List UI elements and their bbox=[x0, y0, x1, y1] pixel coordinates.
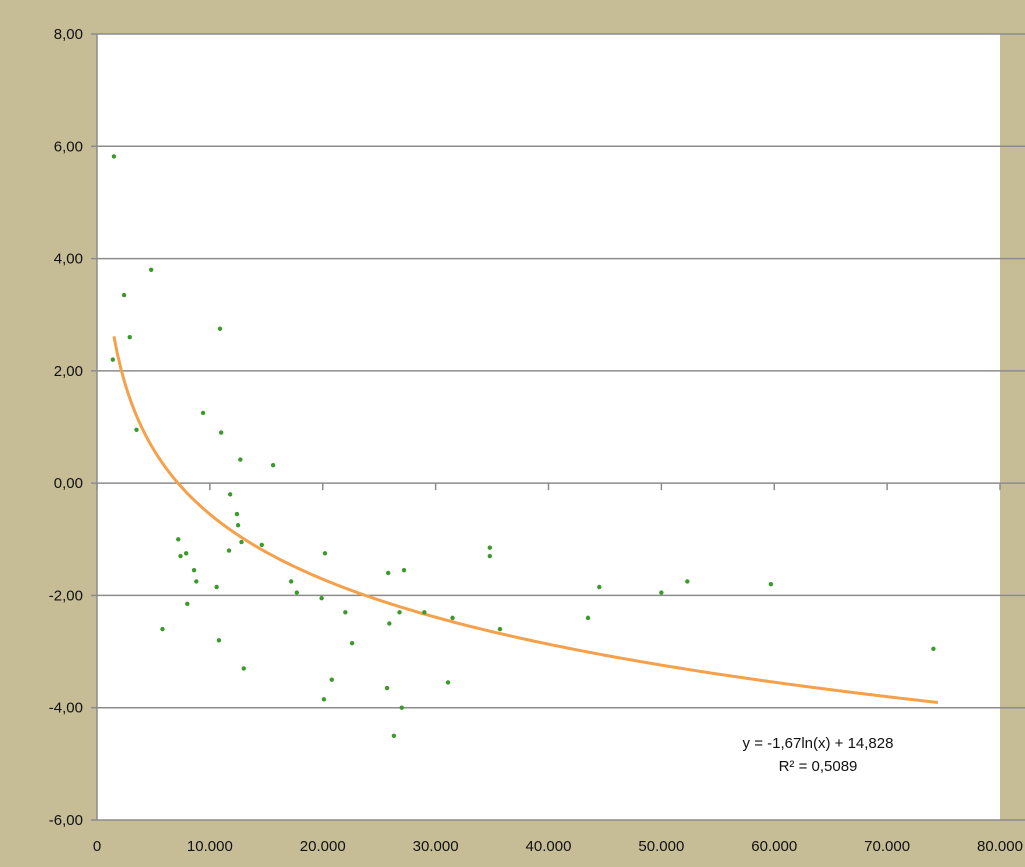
gridlines bbox=[97, 33, 1025, 821]
y-tick-label: 8,00 bbox=[54, 26, 83, 43]
data-point bbox=[227, 492, 233, 497]
data-point bbox=[259, 542, 264, 548]
data-point bbox=[321, 697, 327, 702]
data-point bbox=[127, 334, 132, 340]
data-point bbox=[384, 685, 390, 691]
data-point bbox=[239, 539, 244, 545]
data-point bbox=[288, 579, 294, 584]
data-points bbox=[110, 154, 936, 738]
data-point bbox=[110, 357, 116, 362]
x-tick-label: 20.000 bbox=[300, 838, 346, 855]
data-point bbox=[401, 567, 407, 573]
r-squared-label: R² = 0,5089 bbox=[779, 758, 858, 775]
x-tick-label: 30.000 bbox=[413, 838, 459, 855]
data-point bbox=[399, 705, 404, 710]
x-tick-label: 60.000 bbox=[751, 838, 797, 855]
data-point bbox=[238, 457, 243, 462]
data-point bbox=[235, 523, 241, 528]
data-point bbox=[270, 462, 276, 468]
y-axis-ticks: 8,00 6,00 4,00 2,00 0,00 -2,00 -4,00 -6,00 bbox=[49, 26, 97, 829]
data-point bbox=[111, 154, 117, 159]
y-tick-label: 2,00 bbox=[54, 363, 83, 380]
data-point bbox=[234, 511, 240, 517]
x-axis-ticks: 0 10.000 20.000 30.000 40.000 50.000 60.000 70.… bbox=[93, 483, 1023, 855]
data-point bbox=[422, 610, 427, 615]
data-point bbox=[322, 551, 328, 556]
x-tick-label: 0 bbox=[93, 838, 101, 855]
y-tick-label: -4,00 bbox=[49, 700, 83, 717]
data-point bbox=[931, 646, 936, 651]
data-point bbox=[659, 590, 664, 595]
data-point bbox=[685, 579, 690, 584]
data-point bbox=[217, 326, 223, 331]
data-point bbox=[386, 570, 391, 576]
data-point bbox=[597, 584, 602, 590]
data-point bbox=[391, 733, 397, 738]
data-point bbox=[226, 548, 232, 553]
data-point bbox=[497, 626, 503, 632]
y-tick-label: -2,00 bbox=[49, 587, 83, 604]
data-point bbox=[397, 610, 402, 615]
data-point bbox=[148, 267, 154, 272]
data-point bbox=[200, 410, 206, 416]
data-point bbox=[194, 579, 199, 584]
data-point bbox=[343, 610, 348, 615]
y-tick-label: 4,00 bbox=[54, 251, 83, 268]
data-point bbox=[176, 537, 181, 542]
data-point bbox=[445, 680, 451, 685]
data-point bbox=[349, 640, 355, 646]
data-point bbox=[487, 545, 493, 550]
data-point bbox=[329, 677, 334, 682]
data-point bbox=[487, 553, 493, 559]
data-point bbox=[241, 666, 246, 671]
x-tick-label: 80.000 bbox=[977, 838, 1023, 855]
data-point bbox=[319, 596, 324, 601]
data-point bbox=[214, 584, 219, 590]
trendline-equation: y = -1,67ln(x) + 14,828 bbox=[743, 735, 894, 752]
x-tick-label: 70.000 bbox=[864, 838, 910, 855]
x-tick-label: 50.000 bbox=[638, 838, 684, 855]
y-tick-label: 0,00 bbox=[54, 475, 83, 492]
data-point bbox=[294, 590, 299, 595]
x-tick-label: 40.000 bbox=[526, 838, 572, 855]
trendline bbox=[112, 336, 939, 704]
data-point bbox=[178, 553, 183, 559]
y-tick-label: -6,00 bbox=[49, 812, 83, 829]
data-point bbox=[160, 626, 165, 632]
x-tick-label: 10.000 bbox=[187, 838, 233, 855]
data-point bbox=[183, 551, 189, 556]
data-point bbox=[134, 427, 139, 433]
data-point bbox=[768, 582, 774, 587]
y-tick-label: 6,00 bbox=[54, 138, 83, 155]
data-point bbox=[121, 292, 127, 298]
data-point bbox=[387, 621, 392, 626]
data-point bbox=[585, 615, 591, 621]
data-point bbox=[216, 638, 222, 643]
data-point bbox=[218, 430, 224, 435]
data-point bbox=[450, 615, 455, 621]
plot-area bbox=[97, 34, 1000, 820]
data-point bbox=[185, 601, 190, 607]
data-point bbox=[191, 567, 197, 573]
